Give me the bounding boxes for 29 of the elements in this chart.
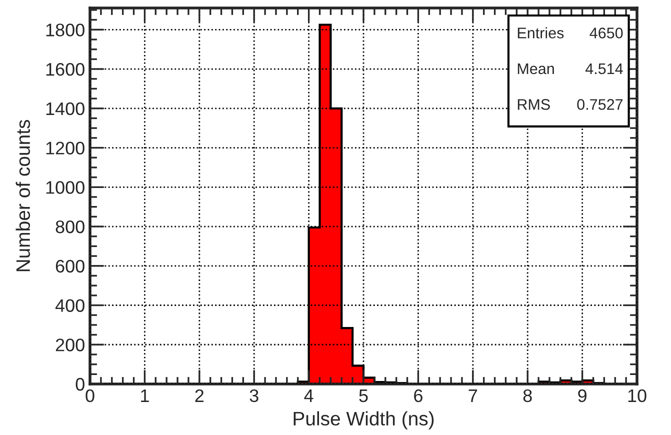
- y-tick-label: 1400: [46, 102, 84, 116]
- annotation: RMS: [518, 99, 550, 110]
- x-tick-label: 0: [86, 389, 94, 402]
- x-tick-label: 2: [195, 389, 204, 402]
- x-tick-label: 6: [414, 389, 422, 402]
- y-tick-label: 1000: [46, 181, 84, 194]
- y-tick-label: 800: [56, 220, 84, 234]
- y-tick-label: 200: [56, 338, 84, 352]
- y-tick-label: 1200: [46, 142, 84, 154]
- y-axis-title: Number of counts: [16, 120, 30, 272]
- x-tick-label: 9: [578, 389, 586, 402]
- annotation: 4650: [590, 28, 623, 38]
- annotation: 4.514: [585, 63, 623, 74]
- x-tick-label: 8: [523, 389, 532, 402]
- y-tick-label: 1800: [46, 24, 84, 36]
- annotation: Mean: [518, 63, 554, 74]
- annotation: 0.7527: [577, 99, 623, 110]
- x-tick-label: 1: [141, 390, 149, 402]
- x-tick-label: 7: [468, 390, 478, 402]
- x-tick-label: 3: [250, 389, 258, 402]
- x-tick-label: 10: [628, 389, 646, 402]
- y-tick-label: 0: [76, 378, 84, 391]
- y-tick-label: 400: [55, 299, 84, 312]
- x-tick-label: 5: [359, 390, 368, 402]
- x-tick-label: 4: [304, 390, 314, 402]
- annotation: Entries: [518, 27, 564, 38]
- y-tick-label: 1600: [46, 62, 84, 76]
- y-tick-label: 600: [56, 260, 84, 273]
- x-axis-title: Pulse Width (ns): [294, 411, 434, 430]
